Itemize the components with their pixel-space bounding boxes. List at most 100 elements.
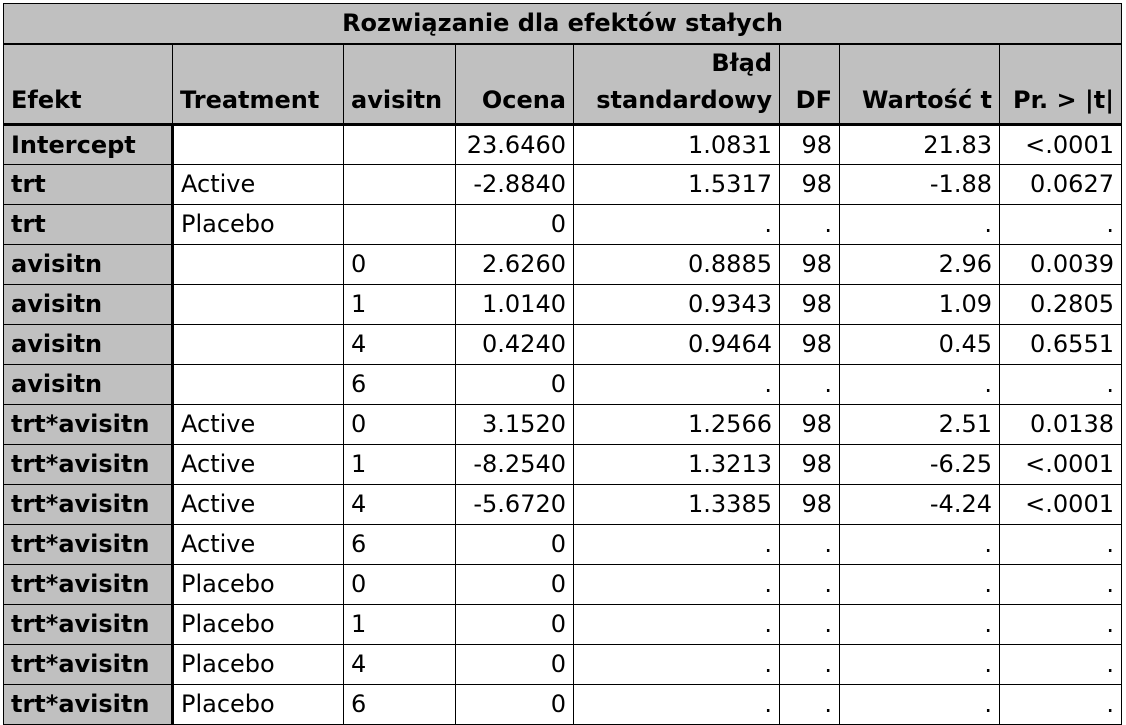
- cell-df: 98: [779, 243, 840, 285]
- cell-effect: trt: [3, 203, 174, 245]
- cell-df: .: [779, 683, 840, 725]
- cell-treatment: [172, 123, 344, 165]
- cell-avisitn: 4: [343, 483, 456, 525]
- cell-treatment: Placebo: [172, 603, 344, 645]
- cell-pvalue: 0.0138: [999, 403, 1122, 445]
- cell-effect: trt: [3, 163, 174, 205]
- cell-effect: trt*avisitn: [3, 403, 174, 445]
- cell-estimate: -5.6720: [455, 483, 574, 525]
- cell-stderr: 0.9464: [573, 323, 780, 365]
- cell-estimate: 0: [455, 603, 574, 645]
- cell-avisitn: 6: [343, 523, 456, 565]
- cell-df: .: [779, 643, 840, 685]
- cell-avisitn: 1: [343, 283, 456, 325]
- cell-df: .: [779, 523, 840, 565]
- cell-treatment: Placebo: [172, 683, 344, 725]
- cell-treatment: Placebo: [172, 203, 344, 245]
- cell-effect: trt*avisitn: [3, 643, 174, 685]
- cell-pvalue: <.0001: [999, 123, 1122, 165]
- cell-estimate: 2.6260: [455, 243, 574, 285]
- cell-estimate: 0: [455, 683, 574, 725]
- cell-estimate: 0.4240: [455, 323, 574, 365]
- cell-stderr: 1.0831: [573, 123, 780, 165]
- cell-df: 98: [779, 283, 840, 325]
- cell-effect: trt*avisitn: [3, 443, 174, 485]
- cell-treatment: Active: [172, 483, 344, 525]
- cell-pvalue: .: [999, 363, 1122, 405]
- cell-df: .: [779, 203, 840, 245]
- column-header-treatment: Treatment: [172, 43, 344, 126]
- cell-tvalue: .: [839, 683, 1000, 725]
- table-row: avisitn 6 0....: [3, 363, 1122, 405]
- table-row: Intercept 23.6460 1.0831 98 21.83 <.0001: [3, 123, 1122, 165]
- cell-tvalue: .: [839, 563, 1000, 605]
- cell-treatment: [172, 283, 344, 325]
- cell-estimate: 0: [455, 363, 574, 405]
- table-row: trt*avisitn Placebo 0 0....: [3, 563, 1122, 605]
- table-row: trt*avisitn Placebo 6 0....: [3, 683, 1122, 725]
- cell-pvalue: .: [999, 643, 1122, 685]
- cell-estimate: 23.6460: [455, 123, 574, 165]
- cell-pvalue: 0.2805: [999, 283, 1122, 325]
- column-header-row: Efekt Treatment avisitn Ocena Błąd standardow…: [3, 43, 1122, 126]
- cell-treatment: [172, 323, 344, 365]
- cell-effect: trt*avisitn: [3, 563, 174, 605]
- cell-estimate: 3.1520: [455, 403, 574, 445]
- cell-tvalue: 2.96: [839, 243, 1000, 285]
- cell-pvalue: 0.0627: [999, 163, 1122, 205]
- cell-estimate: 0: [455, 563, 574, 605]
- table-row: avisitn 0 2.6260 0.8885 98 2.96 0.0039: [3, 243, 1122, 285]
- cell-stderr: .: [573, 203, 780, 245]
- cell-avisitn: 0: [343, 243, 456, 285]
- cell-tvalue: 2.51: [839, 403, 1000, 445]
- column-header-label: Pr. > |t|: [1013, 85, 1114, 114]
- table-body: Intercept 23.6460 1.0831 98 21.83 <.0001 trt Ac…: [3, 123, 1122, 725]
- table-row: trt*avisitn Placebo 1 0....: [3, 603, 1122, 645]
- cell-tvalue: 21.83: [839, 123, 1000, 165]
- cell-tvalue: .: [839, 643, 1000, 685]
- cell-pvalue: 0.6551: [999, 323, 1122, 365]
- cell-pvalue: .: [999, 523, 1122, 565]
- cell-tvalue: -4.24: [839, 483, 1000, 525]
- cell-pvalue: <.0001: [999, 443, 1122, 485]
- cell-effect: avisitn: [3, 243, 174, 285]
- table-row: trt*avisitn Active 0 3.1520 1.2566 98 2.51 0.01…: [3, 403, 1122, 445]
- cell-pvalue: .: [999, 603, 1122, 645]
- table-row: trt*avisitn Placebo 4 0....: [3, 643, 1122, 685]
- cell-avisitn: [343, 203, 456, 245]
- cell-df: 98: [779, 483, 840, 525]
- cell-df: 98: [779, 323, 840, 365]
- cell-stderr: .: [573, 683, 780, 725]
- cell-effect: avisitn: [3, 363, 174, 405]
- cell-stderr: 1.2566: [573, 403, 780, 445]
- cell-treatment: [172, 363, 344, 405]
- cell-avisitn: 6: [343, 683, 456, 725]
- cell-tvalue: -6.25: [839, 443, 1000, 485]
- cell-estimate: 0: [455, 643, 574, 685]
- column-header-label: Wartość t: [862, 85, 992, 114]
- table-row: trt Active -2.8840 1.5317 98 -1.88 0.0627: [3, 163, 1122, 205]
- cell-df: .: [779, 603, 840, 645]
- table-title-row: Rozwiązanie dla efektów stałych: [3, 3, 1122, 45]
- cell-avisitn: 0: [343, 403, 456, 445]
- table-row: trt*avisitn Active 6 0....: [3, 523, 1122, 565]
- cell-effect: trt*avisitn: [3, 683, 174, 725]
- cell-stderr: 0.9343: [573, 283, 780, 325]
- cell-stderr: 1.5317: [573, 163, 780, 205]
- cell-df: .: [779, 563, 840, 605]
- cell-effect: trt*avisitn: [3, 483, 174, 525]
- cell-stderr: .: [573, 363, 780, 405]
- cell-avisitn: 0: [343, 563, 456, 605]
- cell-treatment: [172, 243, 344, 285]
- cell-tvalue: .: [839, 363, 1000, 405]
- cell-estimate: 0: [455, 203, 574, 245]
- cell-treatment: Placebo: [172, 643, 344, 685]
- cell-pvalue: .: [999, 563, 1122, 605]
- cell-stderr: .: [573, 523, 780, 565]
- column-header-pvalue: Pr. > |t|: [999, 43, 1122, 126]
- cell-effect: avisitn: [3, 323, 174, 365]
- table-row: trt*avisitn Active 4 -5.6720 1.3385 98 -4.24 <.…: [3, 483, 1122, 525]
- cell-pvalue: .: [999, 683, 1122, 725]
- cell-tvalue: .: [839, 603, 1000, 645]
- cell-avisitn: [343, 123, 456, 165]
